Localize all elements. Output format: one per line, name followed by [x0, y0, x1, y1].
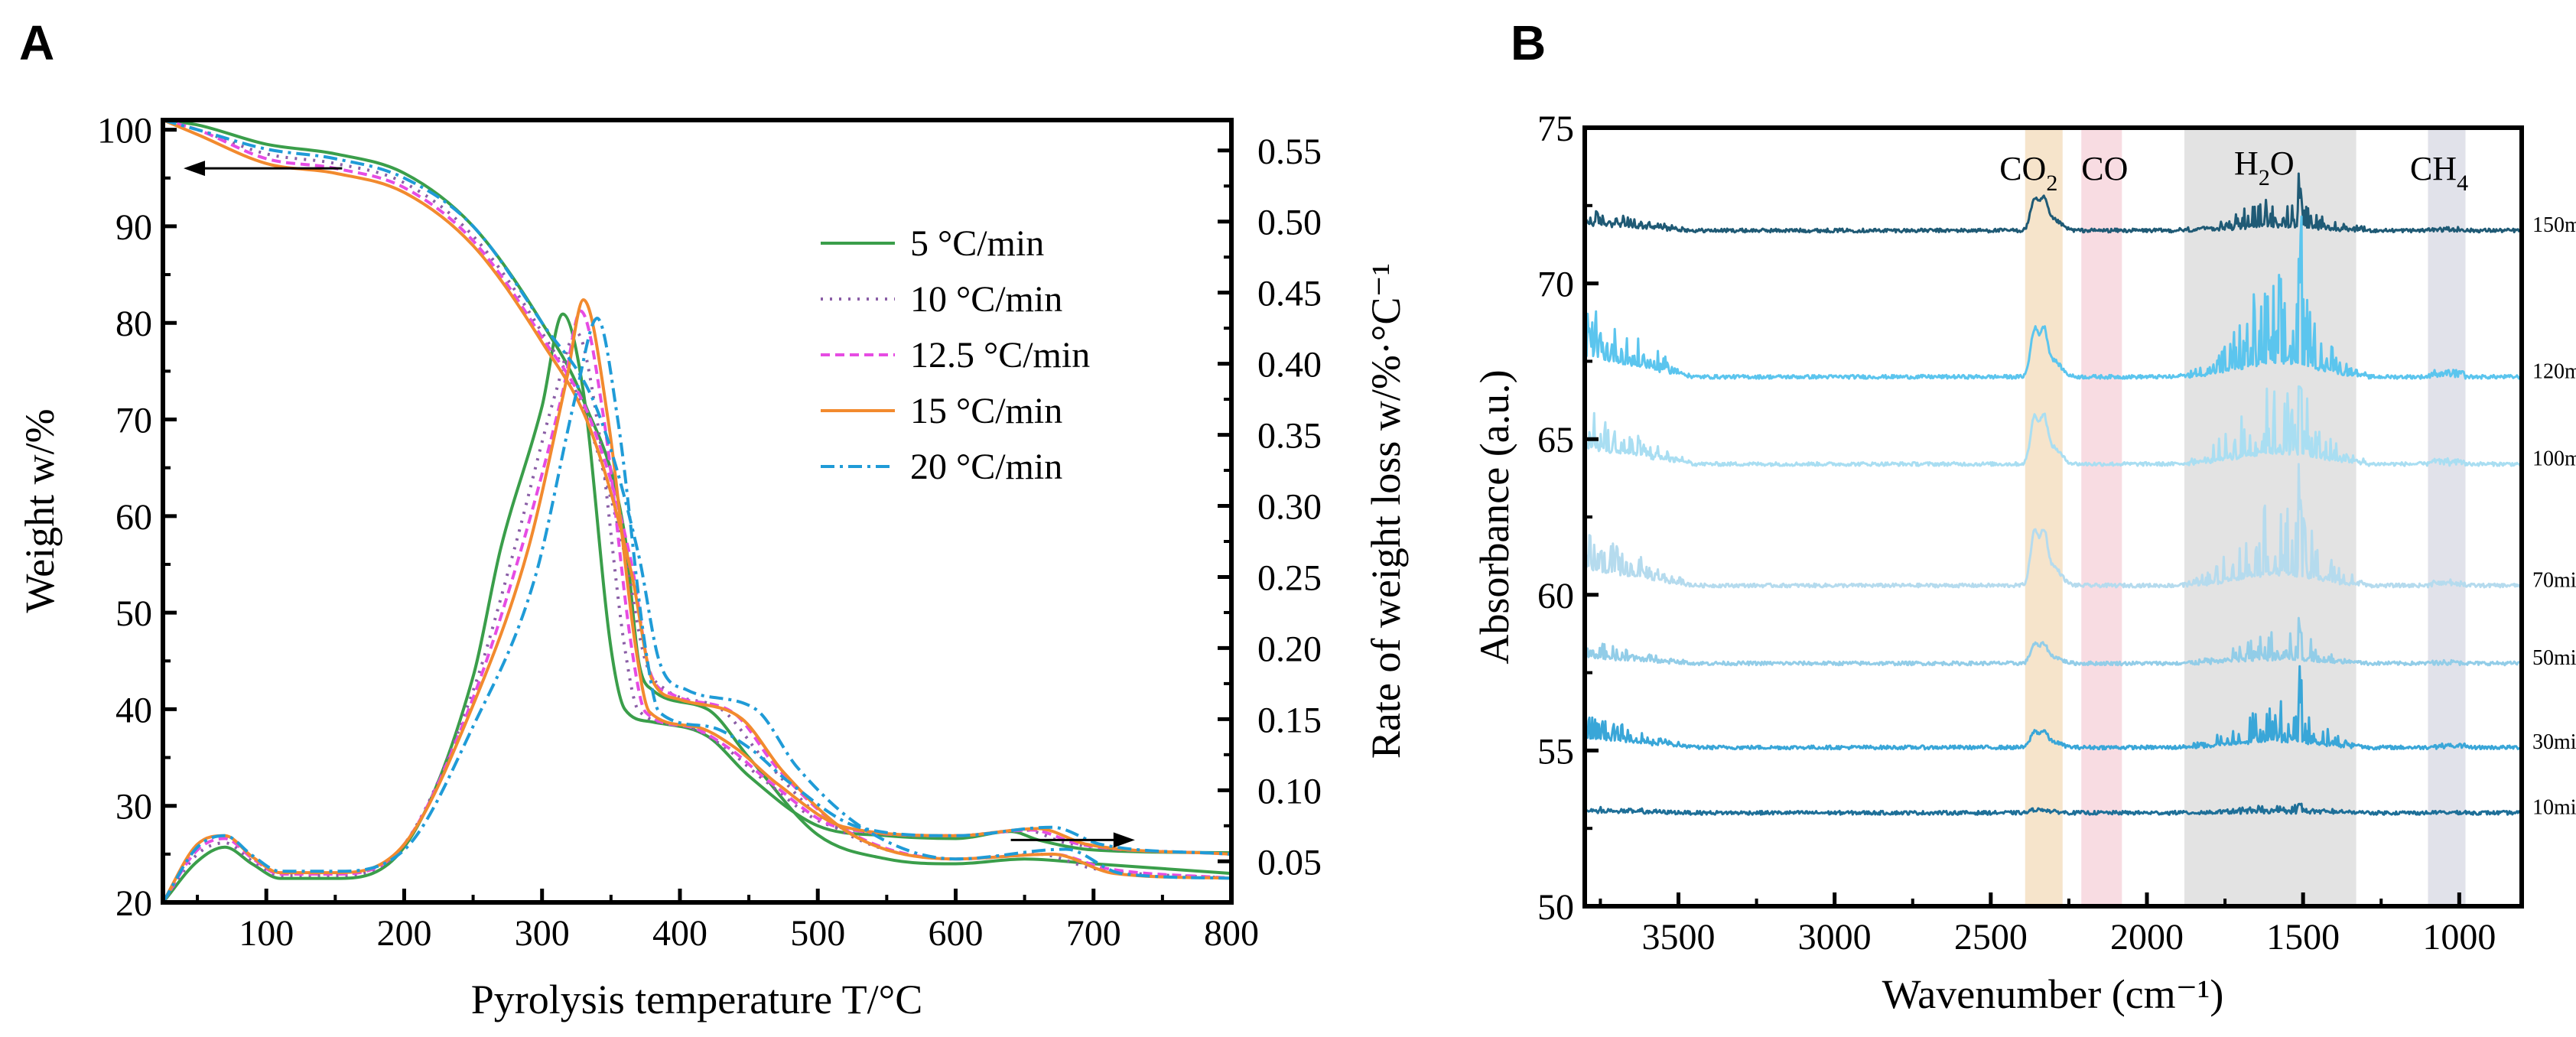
b-trace-labels: 150min 120min 100min 70min 50min 30min 10min	[2532, 213, 2576, 819]
a-legend: 5 °C/min 10 °C/min 12.5 °C/min 15 °C/min 20 …	[821, 223, 1090, 487]
a-tg-line-0	[163, 120, 1231, 876]
b-band-label-3: CH4	[2410, 150, 2468, 196]
b-trace-label-150min: 150min	[2532, 213, 2576, 237]
a-xtick-label-0: 100	[239, 913, 294, 954]
b-band-label-1: CO	[2081, 150, 2128, 187]
b-ytick-label-5: 75	[1537, 109, 1574, 149]
a-y-left-label: Weight w/%	[17, 408, 63, 613]
a-legend-label-3: 15 °C/min	[910, 391, 1062, 431]
a-right-arrow-head	[1113, 832, 1135, 848]
a-axis-ticks: 100 200 300 400 500 600 700 800 20 30 40 50 60 70 80 90…	[97, 111, 1322, 954]
a-ytick-left-label-1: 30	[115, 787, 152, 827]
a-dtg-line-4	[163, 317, 1231, 902]
b-spectrum-70min	[1585, 463, 2522, 589]
b-band-0	[2025, 128, 2063, 906]
a-dtg-line-2	[163, 309, 1231, 902]
a-ytick-left-label-7: 90	[115, 207, 152, 248]
b-spectrum-150min	[1585, 172, 2522, 234]
b-trace-label-100min: 100min	[2532, 447, 2576, 471]
b-ytick-label-1: 55	[1537, 731, 1574, 772]
b-trace-label-30min: 30min	[2532, 730, 2576, 754]
b-band-3	[2428, 128, 2466, 906]
b-ytick-label-0: 50	[1537, 887, 1574, 928]
a-ytick-left-label-8: 100	[97, 111, 152, 151]
b-series-group	[1585, 172, 2522, 816]
b-trace-label-50min: 50min	[2532, 646, 2576, 670]
a-y-right-label: Rate of weight loss w/%·°C⁻¹	[1363, 263, 1409, 759]
a-legend-label-0: 5 °C/min	[910, 223, 1044, 264]
a-series-group	[163, 120, 1231, 902]
b-xtick-label-2: 2500	[1954, 917, 2028, 957]
panel-a-chart: 100 200 300 400 500 600 700 800 20 30 40 50 60 70 80 90…	[17, 111, 1409, 1022]
b-spectrum-50min	[1585, 616, 2522, 667]
panel-letter-a: A	[19, 15, 54, 70]
a-ytick-right-label-5: 0.30	[1257, 487, 1322, 528]
b-xtick-label-0: 3500	[1642, 917, 1716, 957]
b-spectrum-100min	[1585, 385, 2522, 467]
a-ytick-right-label-0: 0.05	[1257, 842, 1322, 883]
b-band-2	[2184, 128, 2356, 906]
a-legend-label-4: 20 °C/min	[910, 447, 1062, 487]
b-ytick-label-4: 70	[1537, 265, 1574, 305]
b-spectrum-10min	[1585, 802, 2522, 816]
a-plot-frame	[161, 118, 1234, 905]
a-dtg-line-1	[163, 330, 1231, 902]
a-ytick-left-label-0: 20	[115, 883, 152, 924]
a-ytick-right-label-6: 0.35	[1257, 416, 1322, 457]
b-ytick-label-2: 60	[1537, 576, 1574, 616]
a-dtg-line-3	[163, 297, 1231, 902]
a-legend-label-1: 10 °C/min	[910, 279, 1062, 320]
a-tg-line-3	[163, 120, 1231, 880]
a-legend-label-2: 12.5 °C/min	[910, 335, 1090, 375]
a-ytick-left-label-6: 80	[115, 304, 152, 344]
a-xtick-label-5: 600	[928, 913, 983, 954]
b-xtick-label-5: 1000	[2422, 917, 2496, 957]
a-ytick-left-label-2: 40	[115, 690, 152, 730]
b-absorption-bands: CO2 CO H2O CH4	[1999, 128, 2468, 906]
b-xtick-label-4: 1500	[2266, 917, 2340, 957]
panel-letter-b: B	[1511, 15, 1546, 70]
a-ytick-left-label-3: 50	[115, 593, 152, 634]
b-trace-label-70min: 70min	[2532, 568, 2576, 592]
b-x-axis-label: Wavenumber (cm⁻¹)	[1882, 971, 2224, 1017]
b-trace-label-120min: 120min	[2532, 360, 2576, 384]
a-tg-line-1	[163, 120, 1231, 880]
a-ytick-right-label-2: 0.15	[1257, 700, 1322, 740]
a-xtick-label-3: 400	[652, 913, 707, 954]
b-band-1	[2081, 128, 2122, 906]
b-y-axis-label: Absorbance (a.u.)	[1472, 369, 1517, 664]
a-ytick-right-label-3: 0.20	[1257, 629, 1322, 669]
b-trace-label-10min: 10min	[2532, 796, 2576, 820]
a-xtick-label-4: 500	[790, 913, 845, 954]
a-left-arrow-head	[184, 161, 206, 177]
a-xtick-label-6: 700	[1066, 913, 1121, 954]
panel-b-chart: CO2 CO H2O CH4 3500 3000 2500 2000 1500 1000 50 55…	[1472, 109, 2576, 1017]
b-axis-ticks: 3500 3000 2500 2000 1500 1000 50 55 60 65 70 75	[1537, 109, 2496, 957]
a-ytick-right-label-9: 0.50	[1257, 203, 1322, 243]
a-x-axis-label: Pyrolysis temperature T/°C	[471, 977, 923, 1022]
a-xtick-label-7: 800	[1204, 913, 1259, 954]
a-dtg-line-0	[163, 312, 1231, 902]
b-spectrum-30min	[1585, 665, 2522, 751]
a-axis-arrows	[184, 161, 1135, 848]
a-ytick-right-label-8: 0.45	[1257, 274, 1322, 314]
a-ytick-left-label-5: 70	[115, 401, 152, 441]
b-spectrum-120min	[1585, 215, 2522, 380]
b-band-label-0: CO2	[1999, 150, 2057, 196]
a-ytick-right-label-10: 0.55	[1257, 132, 1322, 172]
a-xtick-label-2: 300	[515, 913, 570, 954]
b-ytick-label-3: 65	[1537, 420, 1574, 460]
a-ytick-left-label-4: 60	[115, 497, 152, 538]
a-tg-line-4	[163, 120, 1231, 880]
a-xtick-label-1: 200	[376, 913, 431, 954]
a-ytick-right-label-1: 0.10	[1257, 771, 1322, 811]
a-ytick-right-label-4: 0.25	[1257, 558, 1322, 598]
b-band-label-2: H2O	[2234, 145, 2295, 190]
b-xtick-label-1: 3000	[1798, 917, 1872, 957]
a-ytick-right-label-7: 0.40	[1257, 345, 1322, 385]
b-xtick-label-3: 2000	[2110, 917, 2184, 957]
a-tg-line-2	[163, 120, 1231, 880]
